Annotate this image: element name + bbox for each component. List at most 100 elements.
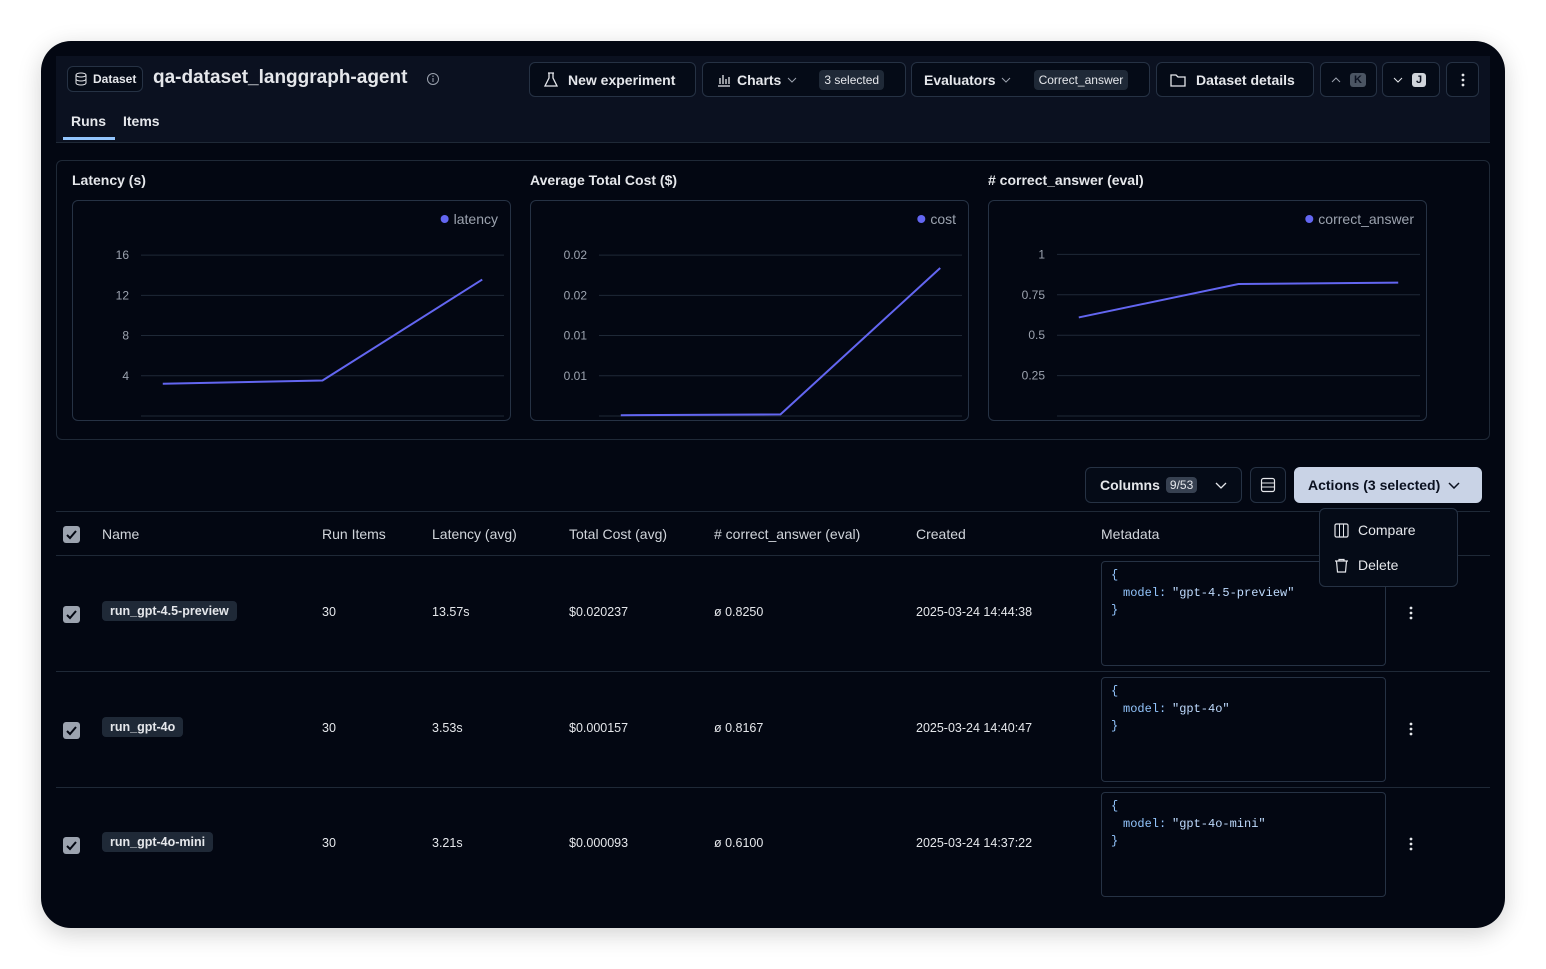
- actions-button[interactable]: Actions (3 selected): [1294, 467, 1482, 503]
- checkbox[interactable]: [63, 606, 80, 623]
- menu-text: Delete: [1358, 557, 1399, 573]
- y-tick-label: 8: [122, 329, 129, 343]
- chart-title: Latency (s): [72, 172, 146, 188]
- line-series: [162, 278, 483, 385]
- y-tick-label: 0.5: [1028, 328, 1045, 342]
- row-menu[interactable]: [1409, 837, 1413, 851]
- charts-button[interactable]: Charts 3 selected: [702, 62, 906, 97]
- next-button[interactable]: J: [1382, 62, 1440, 97]
- trash-icon: [1335, 558, 1348, 573]
- line-series: [620, 267, 941, 417]
- button-text: New experiment: [568, 71, 676, 88]
- button-text: Actions (3 selected): [1308, 477, 1441, 493]
- chevron: [1448, 482, 1460, 489]
- y-tick-label: 0.02: [564, 288, 588, 302]
- checkbox[interactable]: [63, 526, 80, 543]
- header-border: [56, 555, 1490, 556]
- metadata-value: "gpt-4.5-preview": [1172, 586, 1295, 600]
- run-name-chip: run_gpt-4o-mini: [102, 832, 214, 852]
- menu-item-compare[interactable]: Compare: [1334, 522, 1416, 538]
- y-tick-label: 0.75: [1022, 288, 1046, 302]
- cell-cost: $0.000093: [569, 836, 629, 850]
- cell-cost: $0.020237: [569, 605, 629, 619]
- chart: 0.01 0.01 0.02 0.02 cost: [530, 200, 969, 421]
- tab-items[interactable]: Items: [123, 113, 160, 129]
- checkmark: [66, 530, 77, 540]
- metadata-key: model:: [1123, 701, 1167, 716]
- actions-menu: Compare Delete: [1319, 508, 1458, 587]
- checkbox-box: [63, 837, 80, 854]
- dataset-badge[interactable]: Dataset: [67, 66, 144, 92]
- columns-icon: [1334, 522, 1349, 538]
- chevron-down: [1393, 77, 1403, 83]
- button-text: Columns: [1100, 477, 1160, 493]
- metadata-value: "gpt-4o": [1172, 701, 1230, 716]
- cell-eval: ø 0.8167: [714, 720, 764, 735]
- folder-icon: [1170, 73, 1186, 87]
- checkbox-box: [63, 526, 80, 543]
- kebab-dot: [1409, 727, 1413, 730]
- chart-icon: [718, 74, 730, 87]
- legend-dot: [1305, 215, 1314, 223]
- checkbox[interactable]: [63, 721, 80, 739]
- rows-icon: [1260, 477, 1276, 493]
- button-text: Charts: [737, 71, 782, 88]
- menu-text: Compare: [1358, 522, 1416, 538]
- row-menu[interactable]: [1409, 722, 1413, 736]
- metadata-key: model:: [1123, 586, 1167, 600]
- column-header: Total Cost (avg): [569, 526, 668, 542]
- row-menu[interactable]: [1409, 606, 1413, 620]
- chart-title: # correct_answer (eval): [988, 172, 1144, 188]
- checkbox-box: [63, 606, 80, 623]
- checkbox[interactable]: [63, 837, 80, 854]
- y-tick-label: 0.01: [564, 329, 588, 343]
- metadata-close: }: [1111, 718, 1119, 733]
- cell-items: 30: [322, 720, 336, 735]
- column-header: Created: [916, 526, 966, 542]
- cell-items: 30: [322, 836, 336, 850]
- db-icon: [75, 72, 87, 86]
- more-button[interactable]: [1446, 62, 1479, 97]
- menu-item-delete[interactable]: Delete: [1334, 557, 1398, 573]
- evaluators-button[interactable]: Evaluators Correct_answer: [911, 62, 1150, 97]
- columns-button[interactable]: Columns 9/53: [1085, 467, 1242, 503]
- info-icon[interactable]: [426, 72, 440, 86]
- cell-created: 2025-03-24 14:37:22: [916, 836, 1033, 850]
- cell-items: 30: [322, 605, 336, 619]
- legend-label: cost: [930, 211, 956, 227]
- chart-title: Average Total Cost ($): [530, 172, 678, 188]
- cell-cost: $0.000157: [569, 720, 629, 735]
- button-text: Evaluators: [924, 71, 996, 88]
- row-border: [56, 786, 1490, 788]
- checkbox-box: [63, 721, 80, 739]
- flask-icon: [544, 71, 558, 87]
- y-tick-label: 4: [122, 369, 129, 383]
- chevron: [788, 77, 797, 83]
- checkmark: [66, 841, 77, 851]
- app-window: Dataset qa-dataset_langgraph-agent New e…: [41, 41, 1505, 928]
- tab-runs[interactable]: Runs: [71, 113, 106, 129]
- y-tick-label: 0.02: [564, 248, 588, 262]
- kebab-dot: [1409, 842, 1413, 846]
- prev-button[interactable]: K: [1320, 62, 1377, 97]
- cell-eval: ø 0.6100: [714, 836, 764, 850]
- y-tick-label: 12: [116, 288, 130, 302]
- kebab-icon: [1461, 73, 1464, 86]
- run-name-chip: run_gpt-4.5-preview: [102, 601, 237, 621]
- key-hint: J: [1412, 72, 1427, 87]
- column-header: Latency (avg): [432, 526, 517, 542]
- legend-dot: [440, 215, 449, 223]
- evaluator-chip: Correct_answer: [1033, 69, 1129, 90]
- chevron: [1001, 77, 1010, 83]
- legend-label: correct_answer: [1318, 211, 1414, 227]
- row-height-button[interactable]: [1250, 467, 1286, 503]
- new-experiment-button[interactable]: New experiment: [529, 62, 696, 97]
- cell-latency: 13.57s: [432, 605, 470, 619]
- column-header: Metadata: [1101, 526, 1160, 542]
- checkmark: [66, 725, 77, 735]
- dataset-details-button[interactable]: Dataset details: [1156, 62, 1314, 97]
- badge-text: Dataset: [93, 72, 137, 86]
- kebab-dot: [1409, 606, 1413, 610]
- column-header: Name: [102, 526, 140, 542]
